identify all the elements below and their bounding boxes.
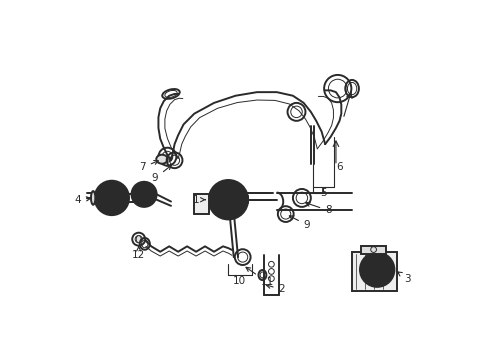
Circle shape [208, 180, 247, 220]
Bar [351, 252, 396, 291]
Bar [194, 194, 208, 214]
Bar [360, 246, 386, 253]
Text: 3: 3 [397, 272, 410, 284]
Circle shape [131, 182, 156, 207]
Ellipse shape [156, 155, 167, 164]
Text: 2: 2 [266, 284, 285, 294]
Text: 11: 11 [245, 267, 273, 287]
Text: 9: 9 [151, 165, 171, 183]
Ellipse shape [91, 191, 95, 205]
Circle shape [359, 252, 394, 287]
Text: 12: 12 [132, 247, 145, 260]
Text: 5: 5 [320, 188, 326, 198]
Text: 4: 4 [75, 195, 90, 205]
Text: 7: 7 [139, 161, 158, 172]
Circle shape [105, 192, 118, 204]
Text: 9: 9 [289, 216, 310, 230]
Text: 10: 10 [233, 276, 246, 286]
Text: 8: 8 [305, 202, 331, 216]
Text: 1: 1 [193, 195, 205, 205]
Circle shape [94, 181, 129, 215]
Ellipse shape [136, 235, 141, 243]
Text: 6: 6 [336, 162, 342, 172]
